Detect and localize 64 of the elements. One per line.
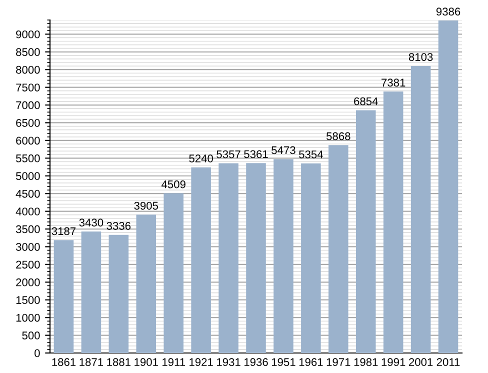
x-tick-label: 1951 xyxy=(272,358,296,366)
y-tick-label: 500 xyxy=(22,332,40,340)
y-tick-label: 4500 xyxy=(16,190,40,198)
bar xyxy=(54,240,74,353)
x-tick-label: 1991 xyxy=(382,358,406,366)
x-tick-label: 2001 xyxy=(409,358,433,366)
x-tick-label: 1921 xyxy=(190,358,213,366)
bar xyxy=(191,167,211,353)
bar xyxy=(328,145,348,353)
y-tick-label: 4000 xyxy=(16,208,40,216)
data-label: 5357 xyxy=(216,150,240,158)
data-label: 7381 xyxy=(382,78,406,87)
data-label: 3430 xyxy=(79,218,104,227)
x-tick-label: 1871 xyxy=(80,358,104,366)
bar xyxy=(383,92,404,353)
y-tick-label: 9000 xyxy=(16,30,40,38)
data-label: 3187 xyxy=(52,227,76,236)
y-tick-label: 3500 xyxy=(16,225,40,234)
y-tick-label: 0 xyxy=(34,349,40,358)
x-tick-label: 2011 xyxy=(436,358,460,366)
bar xyxy=(81,231,102,353)
y-tick-label: 3000 xyxy=(16,242,40,251)
x-tick-label: 1961 xyxy=(299,358,323,366)
bar xyxy=(410,66,431,353)
x-tick-label: 1861 xyxy=(52,358,76,366)
data-label: 5868 xyxy=(326,132,350,140)
data-label: 9386 xyxy=(436,8,460,16)
data-label: 4509 xyxy=(162,180,186,188)
data-label: 5361 xyxy=(244,150,268,158)
bar xyxy=(274,159,294,353)
y-tick-label: 5000 xyxy=(16,172,40,180)
y-tick-label: 8000 xyxy=(16,66,40,74)
y-tick-label: 5500 xyxy=(16,154,40,162)
x-tick-label: 1971 xyxy=(326,358,350,366)
x-tick-label: 1931 xyxy=(217,358,240,366)
bar xyxy=(356,110,376,353)
bar xyxy=(108,234,129,353)
x-tick-label: 1901 xyxy=(134,358,158,366)
y-tick-label: 7000 xyxy=(16,101,40,110)
data-label: 8103 xyxy=(408,53,433,61)
bar xyxy=(218,163,238,353)
y-tick-label: 6500 xyxy=(16,119,40,127)
bar xyxy=(438,20,458,353)
y-tick-label: 2500 xyxy=(16,260,40,269)
y-tick-label: 1500 xyxy=(16,296,40,304)
data-label: 6854 xyxy=(354,97,378,106)
x-tick-label: 1981 xyxy=(354,358,378,366)
bar xyxy=(246,163,266,353)
bar xyxy=(164,193,184,353)
x-tick-label: 1881 xyxy=(107,358,130,366)
data-label: 5473 xyxy=(272,146,296,154)
bar xyxy=(136,214,156,353)
bar xyxy=(301,163,321,353)
x-tick-label: 1911 xyxy=(162,358,186,366)
data-label: 3905 xyxy=(134,202,158,210)
y-tick-label: 6000 xyxy=(16,136,40,145)
data-label: 5354 xyxy=(299,150,323,158)
y-tick-label: 1000 xyxy=(16,314,40,322)
y-tick-label: 7500 xyxy=(16,84,40,92)
y-tick-label: 8500 xyxy=(16,48,40,56)
data-label: 3336 xyxy=(106,222,131,230)
y-tick-label: 2000 xyxy=(16,278,40,286)
x-tick-label: 1936 xyxy=(244,358,268,366)
data-label: 5240 xyxy=(189,154,213,162)
